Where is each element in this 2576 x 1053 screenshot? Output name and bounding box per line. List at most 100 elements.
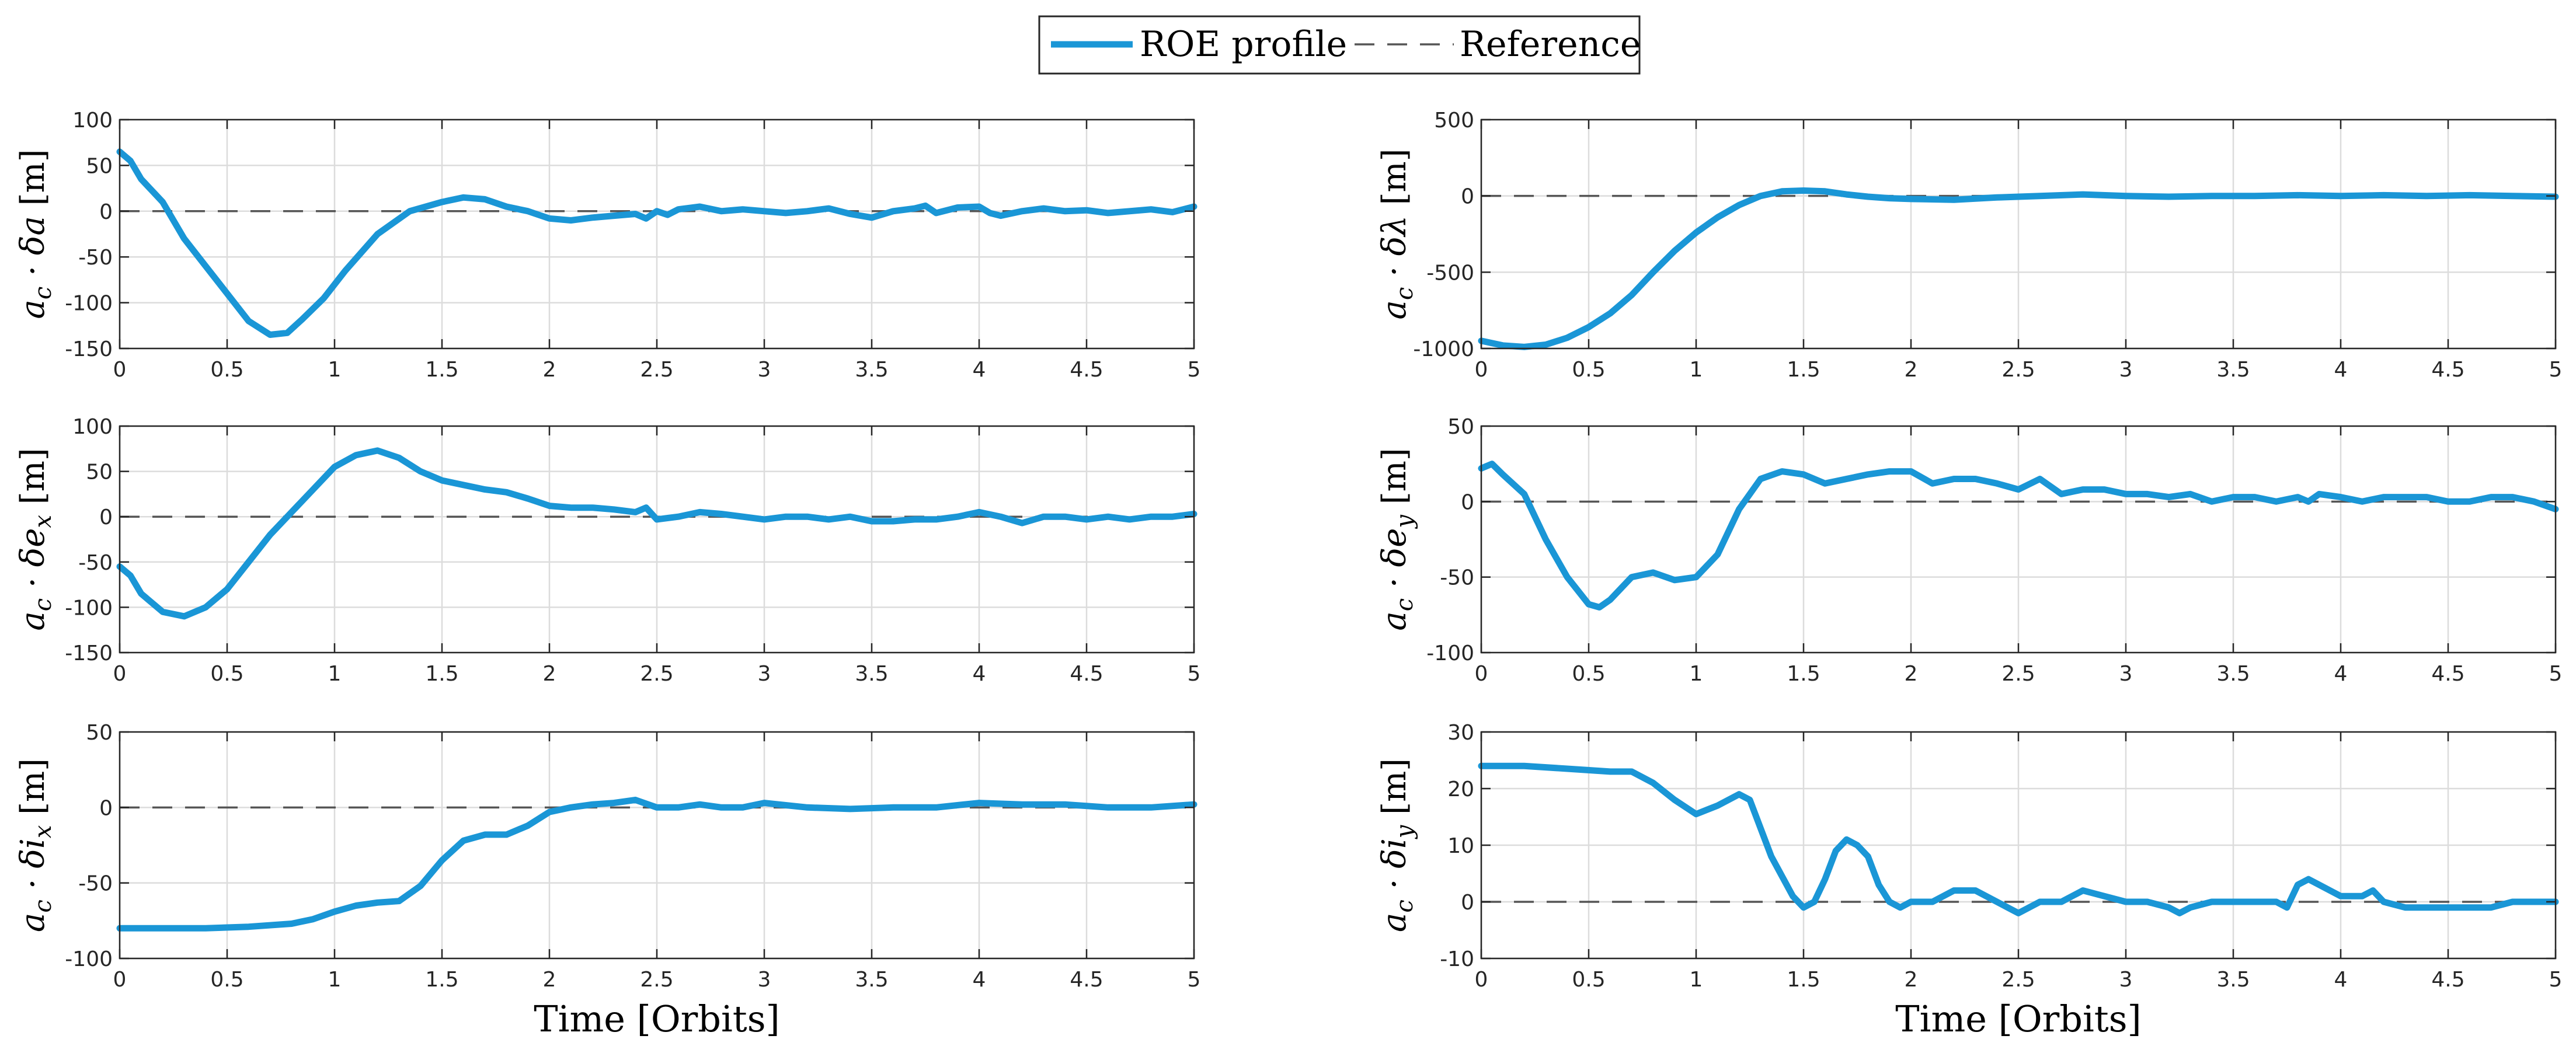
x-tick-label: 0 [1475,968,1488,992]
y-axis-label-part: c [30,287,57,299]
x-tick-label: 1.5 [425,662,458,686]
y-axis-label-part: e [14,528,52,548]
x-tick-label: 2 [543,662,556,686]
y-axis-label-part: i [14,838,52,849]
y-tick-label: 30 [1447,721,1474,745]
y-tick-label: 100 [72,109,113,133]
y-axis-label-part: c [30,899,57,912]
x-tick-label: 0.5 [1572,358,1605,382]
x-tick-label: 1 [328,968,342,992]
y-tick-label: 0 [1461,891,1474,915]
x-tick-label: 3.5 [855,662,888,686]
y-axis-label-part: a [1376,913,1414,932]
x-tick-label: 0 [113,358,127,382]
chart-delta-a: 0 0.5 1 1.5 2 2.5 3 3.5 4 4.5 5-150-100-50050100ac… [14,109,1200,382]
x-tick-label: 3.5 [2216,358,2250,382]
y-axis-label-part: [m] [14,149,52,217]
x-tick-label: 5 [2549,662,2563,686]
y-axis-label-part: c [1391,899,1418,912]
y-axis-label-part: [m] [1376,758,1414,825]
y-axis-label-part: [m] [14,758,52,825]
legend-series-label: ROE profile [1140,24,1347,65]
y-axis-label-part: c [1391,287,1418,300]
y-tick-label: 10 [1447,834,1474,858]
x-tick-label: 4 [2334,358,2348,382]
x-tick-label: 4 [973,358,986,382]
roe-profile-line [116,148,1198,338]
x-tick-label: 4.5 [2431,358,2464,382]
x-tick-label: 2 [1905,968,1918,992]
y-tick-label: -1000 [1413,337,1474,361]
x-tick-label: 4.5 [1070,968,1103,992]
x-tick-label: 0 [113,968,127,992]
roe-profile-line [116,447,1198,620]
x-tick-label: 5 [1188,662,1201,686]
y-axis-label: ac · δiy [m] [1376,758,1418,932]
x-tick-label: 3 [758,662,771,686]
y-tick-label: -150 [65,337,113,361]
y-axis-label: ac · δa [m] [14,149,57,319]
x-tick-label: 3.5 [2216,662,2250,686]
x-tick-label: 5 [1188,358,1201,382]
x-tick-label: 0 [1475,662,1488,686]
y-tick-label: 100 [72,415,113,439]
legend-reference-label: Reference [1460,24,1641,65]
y-tick-label: -50 [1440,566,1474,590]
x-axis-label: Time [Orbits] [534,998,779,1040]
x-tick-label: 1.5 [1787,968,1820,992]
x-tick-label: 1.5 [1787,358,1820,382]
y-axis-label-part: · δ [1376,849,1414,899]
y-axis-label-part: [m] [1376,448,1414,515]
y-axis-label-part: [m] [1376,148,1414,215]
y-axis-label-part: a [1376,611,1414,630]
x-tick-label: 3.5 [855,968,888,992]
x-tick-label: 0.5 [210,968,243,992]
y-axis-label-part: a [14,913,52,932]
roe-profile-line [1478,461,2559,611]
y-axis-label-part: c [1391,598,1418,611]
x-tick-label: 2.5 [2001,968,2035,992]
x-tick-label: 0 [1475,358,1488,382]
y-tick-label: -50 [78,551,113,575]
y-axis-label-part: · δ [1376,236,1414,287]
legend: ROE profile Reference [1038,15,1641,75]
x-tick-label: 4.5 [1070,662,1103,686]
y-tick-label: -100 [65,596,113,620]
x-tick-label: 1 [328,358,342,382]
y-axis-label-part: a [14,611,52,630]
y-axis-label-part: i [1376,838,1414,849]
x-tick-label: 4 [2334,662,2348,686]
y-axis-label-part: y [1391,514,1418,529]
y-axis-label-part: λ [1376,215,1414,238]
y-tick-label: -150 [65,641,113,665]
roe-profile-line [116,796,1198,932]
x-tick-label: 1 [328,662,342,686]
x-tick-label: 5 [1188,968,1201,992]
x-tick-label: 2.5 [2001,662,2035,686]
x-tick-label: 3.5 [855,358,888,382]
y-axis-label-part: x [30,825,57,839]
y-axis-label-part: · δ [14,849,52,899]
chart-delta-ex: 0 0.5 1 1.5 2 2.5 3 3.5 4 4.5 5 -150 -100 -50 0 50 100 ac… [14,415,1200,686]
legend-box [1038,15,1641,75]
x-tick-label: 0.5 [210,662,243,686]
y-axis-label: ac · δix [m] [14,758,57,932]
roe-profile-line [1478,762,2559,916]
chart-delta-ey: 0 0.5 1 1.5 2 2.5 3 3.5 4 4.5 5 -100 -50 0 50 ac · δey … [1376,415,2562,686]
x-tick-label: 2 [1905,358,1918,382]
y-tick-label: 20 [1447,777,1474,801]
x-tick-label: 4 [2334,968,2348,992]
y-tick-label: 500 [1434,109,1474,133]
x-tick-label: 4.5 [2431,662,2464,686]
y-axis-label-part: e [1376,528,1414,548]
x-tick-label: 2 [543,358,556,382]
x-tick-label: 0.5 [1572,968,1605,992]
y-tick-label: 50 [1447,415,1474,439]
x-tick-label: 1 [1690,662,1703,686]
y-tick-label: -100 [65,292,113,316]
x-tick-label: 4 [973,662,986,686]
y-tick-label: 0 [99,796,113,820]
x-axis-label: Time [Orbits] [1895,998,2141,1040]
x-tick-label: 2 [543,968,556,992]
